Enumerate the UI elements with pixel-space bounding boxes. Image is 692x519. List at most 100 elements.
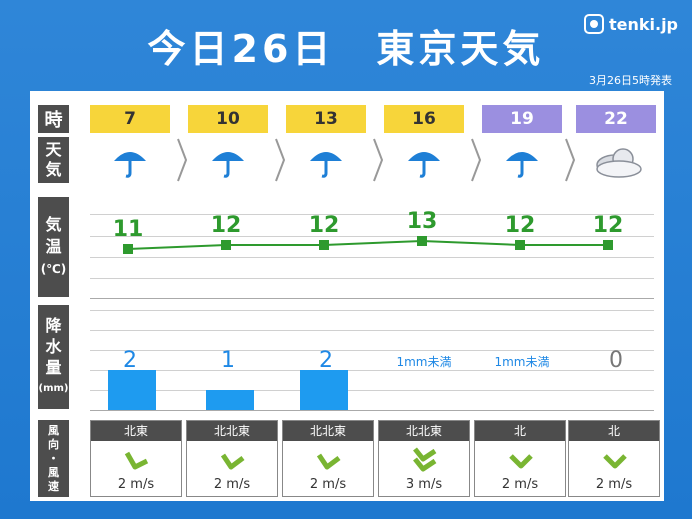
precip-bar — [300, 370, 348, 410]
precip-value: 1mm未満 — [396, 355, 452, 369]
temp-line-chart — [123, 236, 613, 254]
page-title: 今日26日 東京天気 — [147, 27, 545, 71]
time-cell-4: 16 — [384, 105, 464, 133]
time-cell-3: 13 — [286, 105, 366, 133]
wind-speed: 2 m/s — [213, 477, 251, 492]
wind-direction: 北北東 — [187, 421, 277, 441]
tenki-logo-icon — [583, 14, 604, 34]
umbrella-icon — [310, 152, 342, 178]
label-precip-3: 量 — [45, 358, 62, 377]
time-cell-5: 19 — [482, 105, 562, 133]
precip-value: 2 — [319, 348, 333, 373]
label-weather-1: 天 — [45, 140, 62, 159]
grid-line — [90, 310, 654, 311]
wind-box: 北 2 m/s — [568, 420, 660, 497]
precip-bar — [206, 390, 254, 410]
temp-value: 13 — [406, 209, 438, 234]
wind-direction: 北 — [475, 421, 565, 441]
issued-time: 3月26日5時発表 — [589, 74, 672, 87]
wind-direction: 北北東 — [379, 421, 469, 441]
temp-point — [123, 244, 133, 254]
label-precip-1: 降 — [45, 316, 62, 335]
temp-value: 12 — [504, 213, 536, 238]
temp-point — [603, 240, 613, 250]
temp-value: 12 — [308, 213, 340, 238]
label-wind-5: 速 — [48, 479, 59, 493]
label-precip: 降 水 量 (mm) — [38, 305, 69, 409]
chevron-right-icon — [471, 138, 482, 182]
label-weather-2: 気 — [45, 160, 62, 179]
wind-arrow-icon — [316, 453, 341, 470]
label-wind: 風 向 ・ 風 速 — [38, 420, 69, 497]
umbrella-icon — [114, 152, 146, 178]
grid-line — [90, 298, 654, 299]
time-cell-2: 10 — [188, 105, 268, 133]
tenki-logo[interactable]: tenki.jp — [583, 14, 678, 34]
wind-speed: 2 m/s — [117, 477, 155, 492]
chevron-right-icon — [275, 138, 286, 182]
label-temp-1: 気 — [45, 215, 62, 234]
label-wind-2: 向 — [48, 437, 59, 451]
wind-arrow-icon — [603, 454, 627, 469]
grid-line — [90, 330, 654, 331]
label-temp: 気 温 (℃) — [38, 197, 69, 297]
label-wind-1: 風 — [48, 423, 59, 437]
label-precip-unit: (mm) — [38, 383, 69, 394]
precip-value: 1mm未満 — [494, 355, 550, 369]
grid-line — [90, 257, 654, 258]
precip-value: 0 — [609, 348, 623, 373]
wind-box: 北 2 m/s — [474, 420, 566, 497]
label-wind-4: 風 — [48, 465, 59, 479]
precip-bar — [108, 370, 156, 410]
temp-value: 12 — [592, 213, 624, 238]
umbrella-icon — [506, 152, 538, 178]
wind-direction: 北北東 — [283, 421, 373, 441]
umbrella-icon — [408, 152, 440, 178]
temp-point — [221, 240, 231, 250]
temp-value: 11 — [112, 217, 144, 242]
grid-line — [90, 236, 654, 237]
temp-point — [319, 240, 329, 250]
wind-speed: 2 m/s — [501, 477, 539, 492]
chevron-right-icon — [373, 138, 384, 182]
wind-direction: 北東 — [91, 421, 181, 441]
label-wind-3: ・ — [48, 451, 59, 465]
wind-direction: 北 — [569, 421, 659, 441]
wind-box: 北北東 2 m/s — [282, 420, 374, 497]
label-weather: 天 気 — [38, 137, 69, 183]
grid-line — [90, 214, 654, 215]
label-precip-2: 水 — [45, 337, 62, 356]
label-time: 時 — [38, 105, 69, 133]
cloud-icon — [596, 148, 642, 178]
wind-box: 北北東 2 m/s — [186, 420, 278, 497]
time-cell-6: 22 — [576, 105, 656, 133]
temp-point — [515, 240, 525, 250]
grid-line — [90, 370, 654, 371]
precip-value: 1 — [221, 348, 235, 373]
time-cell-1: 7 — [90, 105, 170, 133]
grid-line — [90, 390, 654, 391]
grid-line — [90, 350, 654, 351]
wind-speed: 2 m/s — [595, 477, 633, 492]
wind-speed: 3 m/s — [405, 477, 443, 492]
wind-arrow-icon — [509, 454, 533, 469]
precip-value: 2 — [123, 348, 137, 373]
temp-point — [417, 236, 427, 246]
label-temp-2: 温 — [45, 237, 62, 256]
forecast-table: 時 天 気 気 温 (℃) 降 水 量 (mm) 風 向 ・ 風 速 7 10 … — [30, 91, 664, 501]
logo-text: tenki.jp — [608, 14, 678, 34]
chevron-right-icon — [565, 138, 576, 182]
wind-box: 北北東 3 m/s — [378, 420, 470, 497]
temp-value: 12 — [210, 213, 242, 238]
grid-line — [90, 278, 654, 279]
wind-box: 北東 2 m/s — [90, 420, 182, 497]
wind-arrow-icon — [413, 447, 437, 472]
chevron-right-icon — [177, 138, 188, 182]
label-temp-unit: (℃) — [40, 262, 67, 276]
wind-speed: 2 m/s — [309, 477, 347, 492]
grid-line — [90, 410, 654, 411]
wind-arrow-icon — [220, 453, 245, 470]
wind-arrow-icon — [124, 451, 149, 470]
umbrella-icon — [212, 152, 244, 178]
